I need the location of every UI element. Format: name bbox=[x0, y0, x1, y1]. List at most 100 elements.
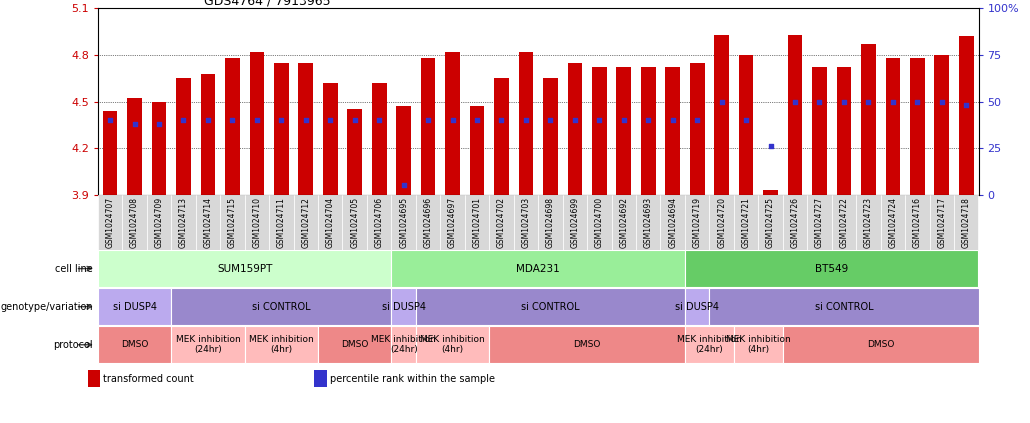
Bar bbox=[465, 195, 489, 250]
Text: GSM1024705: GSM1024705 bbox=[350, 197, 359, 248]
Bar bbox=[98, 195, 123, 250]
Text: si DUSP4: si DUSP4 bbox=[676, 302, 719, 312]
Text: GSM1024716: GSM1024716 bbox=[913, 197, 922, 248]
Bar bbox=[176, 78, 191, 195]
Bar bbox=[489, 327, 685, 363]
Point bbox=[469, 117, 485, 124]
Point bbox=[909, 98, 926, 105]
Point bbox=[175, 117, 192, 124]
Bar bbox=[562, 195, 587, 250]
Text: GSM1024694: GSM1024694 bbox=[668, 197, 677, 248]
Bar bbox=[123, 195, 146, 250]
Bar bbox=[690, 63, 705, 195]
Bar bbox=[98, 327, 171, 363]
Point bbox=[298, 117, 314, 124]
Text: percentile rank within the sample: percentile rank within the sample bbox=[330, 374, 494, 384]
Bar bbox=[318, 195, 342, 250]
Point bbox=[371, 117, 387, 124]
Bar bbox=[788, 35, 802, 195]
Bar bbox=[783, 195, 808, 250]
Bar bbox=[831, 195, 856, 250]
Text: MEK inhibition
(24hr): MEK inhibition (24hr) bbox=[175, 335, 240, 354]
Text: GSM1024723: GSM1024723 bbox=[864, 197, 872, 248]
Text: GSM1024706: GSM1024706 bbox=[375, 197, 383, 248]
Text: GSM1024697: GSM1024697 bbox=[448, 197, 457, 248]
Bar bbox=[612, 195, 636, 250]
Point bbox=[714, 98, 730, 105]
Bar bbox=[856, 195, 881, 250]
Text: MEK inhibition
(24hr): MEK inhibition (24hr) bbox=[371, 335, 436, 354]
Point bbox=[150, 121, 167, 127]
Text: cell line: cell line bbox=[55, 264, 93, 274]
Bar bbox=[514, 195, 538, 250]
Point bbox=[493, 117, 510, 124]
Text: GSM1024699: GSM1024699 bbox=[571, 197, 579, 248]
Bar bbox=[714, 35, 729, 195]
Bar bbox=[934, 55, 950, 195]
Text: GSM1024693: GSM1024693 bbox=[644, 197, 653, 248]
Point bbox=[127, 121, 143, 127]
Text: GSM1024719: GSM1024719 bbox=[693, 197, 701, 248]
Bar bbox=[959, 36, 973, 195]
Bar bbox=[733, 195, 758, 250]
Bar bbox=[372, 83, 386, 195]
Point bbox=[248, 117, 265, 124]
Text: GSM1024702: GSM1024702 bbox=[497, 197, 506, 248]
Bar bbox=[151, 102, 167, 195]
Bar bbox=[103, 111, 117, 195]
Bar bbox=[660, 195, 685, 250]
Text: GDS4764 / 7913965: GDS4764 / 7913965 bbox=[204, 0, 331, 7]
Text: GSM1024726: GSM1024726 bbox=[791, 197, 799, 248]
Bar bbox=[299, 63, 313, 195]
Bar bbox=[518, 52, 534, 195]
Bar bbox=[445, 52, 459, 195]
Text: GSM1024698: GSM1024698 bbox=[546, 197, 555, 248]
Bar bbox=[397, 106, 411, 195]
Text: GSM1024708: GSM1024708 bbox=[130, 197, 139, 248]
Text: genotype/variation: genotype/variation bbox=[0, 302, 93, 312]
Text: DMSO: DMSO bbox=[574, 340, 600, 349]
Text: MEK inhibition
(4hr): MEK inhibition (4hr) bbox=[726, 335, 791, 354]
Bar bbox=[543, 78, 558, 195]
Point bbox=[835, 98, 852, 105]
Point bbox=[591, 117, 608, 124]
Point bbox=[885, 98, 901, 105]
Bar bbox=[98, 288, 171, 325]
Text: GSM1024692: GSM1024692 bbox=[619, 197, 628, 248]
Text: SUM159PT: SUM159PT bbox=[217, 264, 272, 274]
Text: GSM1024717: GSM1024717 bbox=[937, 197, 947, 248]
Text: GSM1024727: GSM1024727 bbox=[815, 197, 824, 248]
Text: GSM1024707: GSM1024707 bbox=[106, 197, 114, 248]
Point bbox=[616, 117, 632, 124]
Bar bbox=[269, 195, 294, 250]
Text: GSM1024720: GSM1024720 bbox=[717, 197, 726, 248]
Text: GSM1024721: GSM1024721 bbox=[742, 197, 751, 248]
Bar bbox=[127, 99, 142, 195]
Bar bbox=[812, 67, 827, 195]
Point bbox=[640, 117, 656, 124]
Point bbox=[102, 117, 118, 124]
Bar bbox=[763, 190, 778, 195]
Bar bbox=[244, 327, 318, 363]
Bar bbox=[98, 250, 391, 287]
Bar bbox=[391, 250, 685, 287]
Bar bbox=[710, 195, 733, 250]
Point bbox=[518, 117, 535, 124]
Bar bbox=[538, 195, 562, 250]
Bar bbox=[274, 63, 288, 195]
Bar bbox=[710, 288, 978, 325]
Bar bbox=[685, 250, 978, 287]
Bar bbox=[171, 195, 196, 250]
Bar bbox=[905, 195, 929, 250]
Text: GSM1024700: GSM1024700 bbox=[595, 197, 604, 248]
Text: GSM1024696: GSM1024696 bbox=[423, 197, 433, 248]
Text: MDA231: MDA231 bbox=[516, 264, 560, 274]
Point bbox=[420, 117, 437, 124]
Point bbox=[737, 117, 754, 124]
Text: GSM1024724: GSM1024724 bbox=[889, 197, 897, 248]
Text: GSM1024704: GSM1024704 bbox=[325, 197, 335, 248]
Point bbox=[566, 117, 583, 124]
Text: GSM1024710: GSM1024710 bbox=[252, 197, 262, 248]
Bar bbox=[685, 195, 710, 250]
Bar bbox=[416, 288, 685, 325]
